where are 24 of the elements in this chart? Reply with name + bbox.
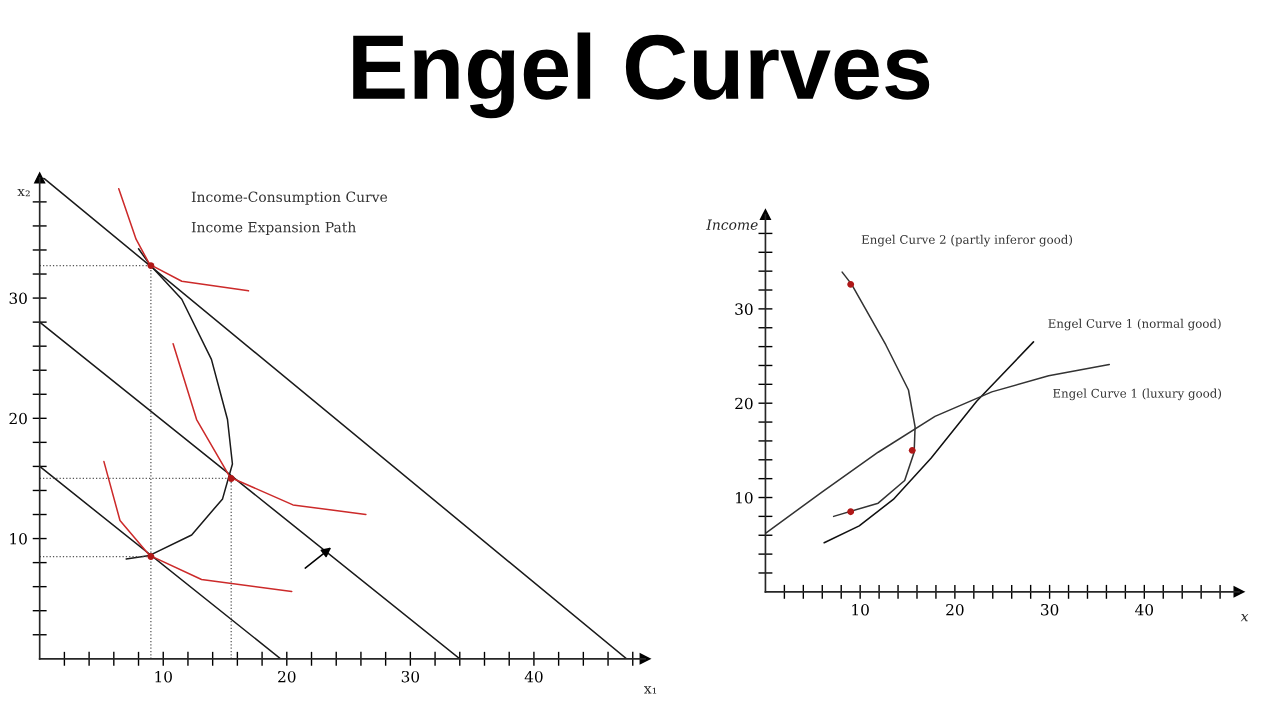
series-label: Engel Curve 1 (normal good) <box>1048 318 1221 331</box>
series-label: Engel Curve 1 (luxury good) <box>1053 388 1221 401</box>
y-tick-label: 30 <box>9 292 27 305</box>
y-tick-label: 10 <box>736 491 753 504</box>
annotation: Income-Consumption Curve <box>191 191 388 205</box>
x-axis-title: x <box>1240 614 1249 622</box>
y-axis-title: Income <box>706 219 758 230</box>
y-axis-title: x₂ <box>17 188 30 197</box>
x-tick-label: 20 <box>946 603 964 616</box>
y-tick-label: 10 <box>10 533 27 545</box>
text: Engel Curve 2 (partly inferor good) <box>861 234 1073 247</box>
x-tick-label: 30 <box>1041 603 1059 616</box>
annotation: Income Expansion Path <box>191 221 356 236</box>
x-axis-title: x₁ <box>644 686 657 694</box>
x-tick-label: 10 <box>852 603 869 616</box>
chart-title: Engel Curves <box>353 32 930 119</box>
y-tick-label: 30 <box>735 303 753 315</box>
x-tick-label: 20 <box>278 670 296 683</box>
x-tick-label: 10 <box>155 670 172 683</box>
x-tick-label: 30 <box>401 670 420 683</box>
y-tick-label: 20 <box>735 397 753 410</box>
y-tick-label: 20 <box>9 412 27 425</box>
x-tick-label: 40 <box>1135 603 1154 616</box>
x-tick-label: 40 <box>524 670 543 683</box>
